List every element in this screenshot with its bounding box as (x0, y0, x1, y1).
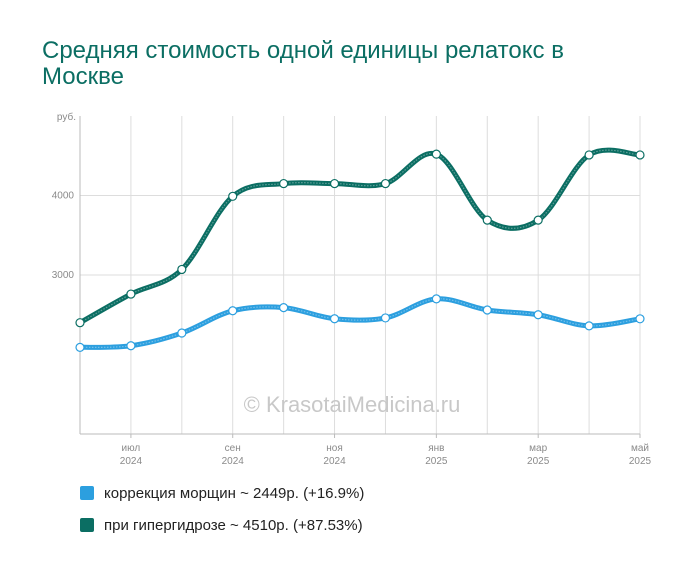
data-point (177, 328, 187, 338)
x-tick-label-month: ноя (326, 443, 343, 454)
x-tick-label-month: июл (122, 443, 141, 454)
data-point (533, 215, 543, 225)
legend-swatch-hyperhidrosis (80, 518, 94, 532)
x-tick-label-month: май (631, 443, 649, 454)
series-line-texture-1 (79, 149, 641, 324)
x-tick-label-year: 2025 (425, 456, 448, 467)
data-point (380, 178, 391, 189)
x-tick-label-year: 2024 (222, 456, 245, 467)
x-tick-label-year: 2024 (120, 456, 143, 467)
data-point (329, 314, 340, 324)
series-points (75, 149, 645, 352)
data-point (584, 321, 594, 331)
data-point (482, 305, 492, 315)
series-lines (77, 147, 643, 350)
x-tick-label-month: сен (225, 443, 241, 454)
data-point (279, 178, 289, 189)
x-tick-label-year: 2025 (527, 456, 550, 467)
data-point (126, 289, 136, 299)
data-point (380, 313, 391, 323)
data-point (431, 149, 441, 159)
data-point (279, 302, 289, 313)
data-point (126, 341, 136, 351)
data-point (635, 150, 645, 160)
legend-swatch-wrinkles (80, 486, 94, 500)
data-point (75, 342, 85, 352)
series-line-1 (77, 147, 643, 326)
data-point (75, 318, 85, 328)
data-point (635, 314, 645, 324)
legend-item-hyperhidrosis[interactable]: при гипергидрозе ~ 4510р. (+87.53%) (80, 516, 364, 534)
chart-grid (79, 116, 641, 434)
data-point (329, 178, 340, 189)
x-tick-label-month: мар (529, 443, 547, 454)
chart-legend: коррекция морщин ~ 2449р. (+16.9%) при г… (80, 484, 364, 548)
x-tick-label-month: янв (428, 443, 444, 454)
y-tick-label: 3000 (52, 270, 75, 281)
legend-label-wrinkles: коррекция морщин ~ 2449р. (+16.9%) (104, 484, 365, 502)
x-tick-label-year: 2024 (323, 456, 346, 467)
data-point (584, 150, 594, 160)
data-point (228, 191, 238, 201)
chart-title: Средняя стоимость одной единицы релатокс… (42, 37, 564, 90)
data-point (482, 215, 492, 225)
data-point (228, 306, 238, 316)
watermark-text: © KrasotaiMedicina.ru (244, 392, 461, 417)
x-tick-label-year: 2025 (629, 456, 652, 467)
legend-label-hyperhidrosis: при гипергидрозе ~ 4510р. (+87.53%) (104, 516, 363, 534)
chart-axes: 3000 4000 руб. июл 2024 сен 2024 ноя 2024 янв 2025… (52, 111, 652, 467)
data-point (177, 264, 187, 275)
series-line-0 (77, 296, 643, 350)
y-tick-label: 4000 (52, 191, 75, 202)
y-axis-unit: руб. (57, 111, 76, 123)
data-point (431, 294, 441, 304)
data-point (533, 310, 543, 320)
legend-item-wrinkles[interactable]: коррекция морщин ~ 2449р. (+16.9%) (80, 484, 364, 502)
